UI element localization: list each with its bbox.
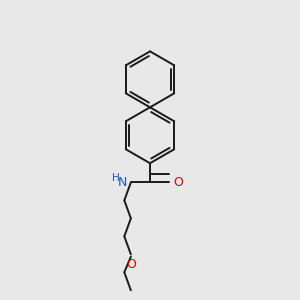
Text: O: O	[126, 258, 136, 271]
Text: O: O	[174, 176, 183, 189]
Text: N: N	[118, 176, 127, 189]
Text: H: H	[112, 173, 120, 183]
